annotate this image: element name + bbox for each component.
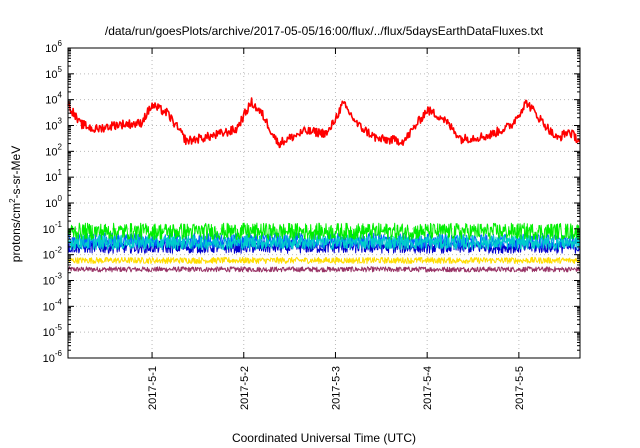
y-tick-base: 10 xyxy=(43,250,55,262)
y-tick-base: 10 xyxy=(45,121,57,133)
y-tick-label: 10-6 xyxy=(43,349,63,365)
y-tick-label: 106 xyxy=(45,39,62,55)
y-tick-label: 10-3 xyxy=(43,272,63,288)
grid xyxy=(68,48,580,358)
y-tick-exponent: -4 xyxy=(55,297,63,306)
x-axis: 2017-5-1 2017-5-2 2017-5-3 2017-5-4 2017-5-5 xyxy=(147,48,526,410)
y-tick-label: 102 xyxy=(45,142,62,158)
y-axis-label-rest: -s-sr-MeV xyxy=(9,146,23,199)
y-tick-label: 10-5 xyxy=(43,323,63,339)
y-tick-exponent: 3 xyxy=(58,117,63,126)
y-tick-exponent: 0 xyxy=(58,194,63,203)
y-tick-base: 10 xyxy=(43,301,55,313)
y-axis-label: protons/cm2-s-sr-MeV xyxy=(8,146,23,262)
y-tick-exponent: 4 xyxy=(58,91,63,100)
series-layer xyxy=(67,97,581,273)
y-tick-exponent: -1 xyxy=(55,220,63,229)
x-axis-label: Coordinated Universal Time (UTC) xyxy=(232,431,416,445)
y-tick-label: 105 xyxy=(45,65,62,81)
y-tick-base: 10 xyxy=(43,224,55,236)
x-tick-label: 2017-5-4 xyxy=(422,366,434,410)
y-tick-exponent: -5 xyxy=(55,323,63,332)
y-tick-base: 10 xyxy=(45,69,57,81)
y-tick-base: 10 xyxy=(43,353,55,365)
y-tick-label: 10-1 xyxy=(43,220,63,236)
y-tick-label: 10-2 xyxy=(43,246,63,262)
chart-title: /data/run/goesPlots/archive/2017-05-05/1… xyxy=(105,24,544,38)
series-line xyxy=(67,234,581,251)
series-line xyxy=(67,256,581,264)
y-tick-exponent: 1 xyxy=(58,168,63,177)
y-tick-base: 10 xyxy=(45,95,57,107)
x-tick-label: 2017-5-2 xyxy=(239,366,251,410)
y-tick-base: 10 xyxy=(45,43,57,55)
y-axis-label-sup: 2 xyxy=(8,198,17,203)
y-tick-label: 104 xyxy=(45,91,62,107)
y-tick-exponent: -6 xyxy=(55,349,63,358)
y-tick-label: 103 xyxy=(45,117,62,133)
x-tick-label: 2017-5-5 xyxy=(514,366,526,410)
y-tick-label: 101 xyxy=(45,168,62,184)
y-tick-exponent: 2 xyxy=(58,142,63,151)
series-line xyxy=(67,97,581,149)
y-tick-label: 10-4 xyxy=(43,297,63,313)
y-axis: 10-610-510-410-310-210-11001011021031041… xyxy=(43,39,580,365)
y-tick-exponent: -3 xyxy=(55,272,63,281)
y-tick-base: 10 xyxy=(45,198,57,210)
y-tick-label: 100 xyxy=(45,194,62,210)
y-tick-base: 10 xyxy=(43,276,55,288)
series-line xyxy=(67,222,581,241)
y-tick-exponent: 6 xyxy=(58,39,63,48)
x-tick-label: 2017-5-3 xyxy=(330,366,342,410)
series-line xyxy=(67,266,581,273)
y-tick-base: 10 xyxy=(45,172,57,184)
y-axis-label-base: protons/cm xyxy=(9,203,23,262)
y-tick-base: 10 xyxy=(45,146,57,158)
y-tick-base: 10 xyxy=(43,327,55,339)
x-tick-label: 2017-5-1 xyxy=(147,366,159,410)
y-tick-exponent: -2 xyxy=(55,246,63,255)
y-tick-exponent: 5 xyxy=(58,65,63,74)
